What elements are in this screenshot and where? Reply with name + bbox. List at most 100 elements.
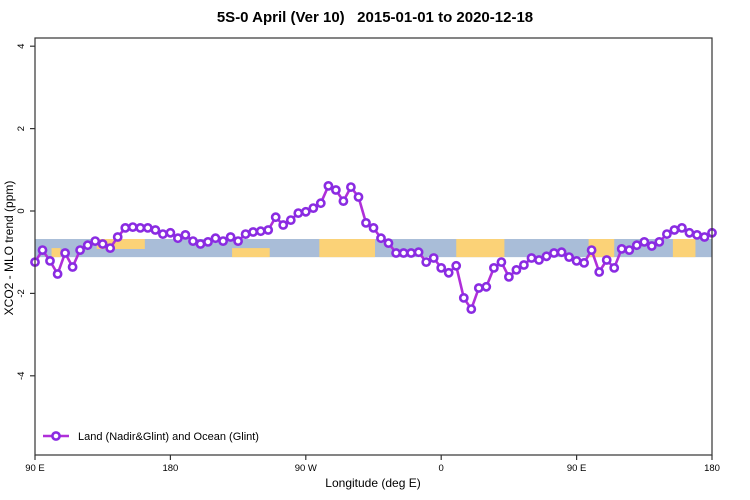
data-point-marker — [654, 236, 665, 247]
data-point-marker — [60, 248, 70, 258]
y-axis-label: XCO2 - MLO trend (ppm) — [2, 181, 16, 316]
band-highlight-segment — [672, 239, 696, 258]
data-point-marker — [188, 236, 198, 246]
data-point-marker — [270, 212, 281, 223]
data-point-marker — [263, 225, 274, 235]
data-point-marker — [383, 238, 394, 248]
data-point-marker — [157, 229, 168, 239]
data-point-marker — [293, 208, 304, 218]
data-point-marker — [330, 185, 341, 195]
data-point-marker — [699, 232, 710, 242]
data-point-marker — [466, 304, 477, 314]
data-point-marker — [481, 281, 492, 292]
data-point-marker — [233, 236, 243, 246]
data-point-marker — [534, 255, 544, 265]
data-point-marker — [165, 227, 176, 238]
data-point-marker — [519, 260, 529, 270]
data-point-marker — [571, 255, 582, 266]
x-tick-label: 90 E — [25, 463, 45, 474]
data-point-marker — [458, 292, 469, 303]
x-axis-label: Longitude (deg E) — [325, 476, 420, 490]
data-point-marker — [90, 236, 101, 246]
x-tick-label: 90 W — [295, 463, 317, 474]
data-point-marker — [398, 248, 409, 258]
band-highlight-segment — [51, 248, 61, 258]
data-point-marker — [248, 227, 258, 237]
x-tick-label: 180 — [162, 463, 178, 474]
data-point-marker — [255, 226, 266, 237]
x-tick-label: 180 — [704, 463, 720, 474]
data-point-marker — [368, 222, 379, 233]
data-point-marker — [526, 253, 537, 263]
data-point-marker — [203, 236, 213, 247]
y-tick-label: 4 — [16, 44, 27, 49]
data-point-marker — [308, 203, 319, 213]
legend-label: Land (Nadir&Glint) and Ocean (Glint) — [78, 431, 259, 443]
data-point-marker — [594, 267, 605, 277]
data-point-marker — [278, 220, 289, 230]
data-point-marker — [97, 239, 108, 249]
data-point-marker — [684, 227, 695, 238]
data-point-marker — [473, 283, 484, 293]
data-point-marker — [376, 233, 386, 244]
data-point-marker — [150, 225, 161, 235]
data-point-marker — [180, 229, 191, 240]
data-point-marker — [586, 245, 597, 255]
data-point-marker — [488, 262, 499, 273]
data-point-marker — [315, 198, 326, 209]
data-series — [30, 180, 717, 314]
data-point-marker — [82, 240, 93, 251]
band-highlight-segment — [456, 239, 505, 258]
data-point-marker — [338, 196, 349, 206]
data-point-marker — [646, 241, 657, 251]
data-point-marker — [549, 248, 559, 258]
reference-band — [35, 239, 712, 258]
data-point-marker — [391, 248, 401, 258]
data-point-marker — [52, 269, 63, 279]
data-point-marker — [127, 222, 138, 232]
band-highlight-segment — [96, 239, 145, 249]
data-point-marker — [300, 206, 311, 217]
y-tick-label: -4 — [16, 372, 27, 380]
data-point-marker — [353, 192, 364, 202]
data-point-marker — [624, 245, 635, 255]
data-point-marker — [496, 257, 507, 267]
data-point-marker — [631, 240, 642, 251]
data-point-marker — [503, 271, 514, 282]
x-tick-label: 0 — [439, 463, 444, 474]
data-point-marker — [172, 233, 183, 244]
data-point-marker — [541, 251, 552, 262]
data-point-marker — [428, 253, 439, 263]
data-point-marker — [616, 243, 627, 254]
data-point-marker — [511, 264, 522, 275]
data-point-marker — [218, 236, 228, 246]
band-highlight-segment — [319, 239, 376, 258]
band-highlight-segment — [232, 248, 270, 258]
data-point-marker — [45, 255, 55, 266]
chart-title: 5S-0 April (Ver 10) 2015-01-01 to 2020-1… — [217, 9, 533, 26]
data-point-marker — [37, 245, 48, 255]
x-tick-label: 90 E — [567, 463, 587, 474]
data-point-marker — [225, 232, 236, 242]
data-point-marker — [669, 225, 680, 235]
data-point-marker — [609, 262, 620, 273]
legend-marker-icon — [51, 431, 61, 441]
data-point-marker — [579, 257, 589, 268]
data-point-marker — [451, 260, 462, 271]
plot-frame — [34, 37, 713, 456]
data-point-marker — [135, 222, 146, 233]
data-point-marker — [323, 180, 334, 191]
data-point-marker — [556, 247, 567, 258]
data-point-marker — [195, 239, 206, 249]
data-point-marker — [105, 243, 116, 253]
data-point-marker — [142, 222, 153, 233]
data-point-marker — [413, 247, 424, 258]
data-point-marker — [564, 252, 574, 262]
data-point-marker — [285, 215, 296, 225]
data-point-marker — [361, 217, 371, 228]
data-point-marker — [443, 267, 454, 278]
y-axis-ticks: 4 2 0 -2 -4 — [16, 44, 35, 380]
data-point-marker — [75, 245, 85, 255]
